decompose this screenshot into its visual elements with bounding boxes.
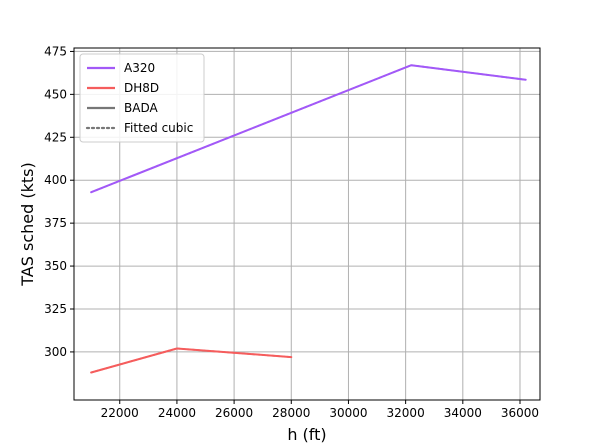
x-tick-label: 24000: [158, 406, 196, 420]
legend-label: A320: [124, 61, 155, 75]
plot-frame: [73, 47, 541, 401]
x-tick-label: 30000: [329, 406, 367, 420]
x-tick-label: 32000: [387, 406, 425, 420]
grid: [74, 48, 540, 400]
y-tick-label: 375: [44, 216, 67, 230]
y-axis-label: TAS sched (kts): [18, 162, 37, 286]
y-tick-label: 350: [44, 259, 67, 273]
series-layer: [90, 64, 527, 374]
x-tick-label: 26000: [215, 406, 253, 420]
ticks: 22000 24000 26000 28000 30000 32000 34000 36000…: [44, 44, 539, 420]
legend-label: BADA: [124, 101, 158, 115]
x-tick-label: 34000: [444, 406, 482, 420]
legend-label: DH8D: [124, 81, 159, 95]
y-tick-label: 300: [44, 345, 67, 359]
x-tick-label: 22000: [101, 406, 139, 420]
series-line-dh8d-fitted: [90, 347, 293, 374]
legend: A320 DH8D BADA Fitted cubic: [79, 53, 205, 143]
x-axis-label: h (ft): [287, 425, 326, 444]
legend-label: Fitted cubic: [124, 121, 193, 135]
series-line-a320-fitted: [90, 64, 527, 194]
y-tick-label: 400: [44, 173, 67, 187]
x-tick-label: 28000: [272, 406, 310, 420]
y-tick-label: 450: [44, 87, 67, 101]
x-tick-label: 36000: [501, 406, 539, 420]
y-tick-label: 325: [44, 302, 67, 316]
y-tick-label: 475: [44, 44, 67, 58]
y-tick-label: 425: [44, 130, 67, 144]
legend-box: [79, 53, 205, 143]
